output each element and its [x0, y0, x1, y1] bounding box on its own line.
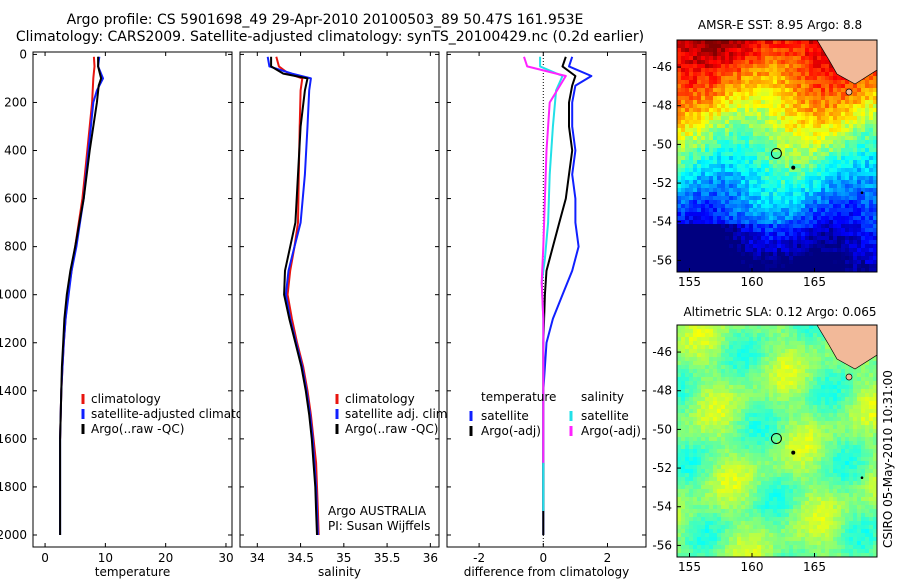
sla-map: 155 160 165 -46 -48 -50 -52 -54 -56: [652, 324, 878, 574]
y-tick-label: 800: [4, 240, 27, 254]
map-y-tick-label: -52: [652, 461, 672, 475]
map-x-tick-label: 155: [678, 560, 701, 574]
map-y-tick-label: -54: [652, 500, 672, 514]
land-island: [845, 373, 853, 381]
x-tick-label: 34.5: [287, 551, 314, 565]
map-y-tick-label: -46: [652, 60, 672, 74]
x-tick-label: 34: [250, 551, 265, 565]
sst-map: 155 160 165 -46 -48 -50 -52 -54 -56: [652, 39, 878, 289]
series-line-climatology: [275, 56, 320, 536]
sst-map-title: AMSR-E SST: 8.95 Argo: 8.8: [697, 18, 863, 32]
map-x-tick-label: 165: [803, 275, 826, 289]
legend-heading: salinity: [581, 390, 624, 404]
legend-label: Argo(-adj): [581, 424, 641, 438]
map-y-tick-label: -48: [652, 384, 672, 398]
map-frame: [676, 39, 878, 273]
legend-label: Argo(-adj): [481, 424, 541, 438]
series-line-argo-adj-: [523, 56, 567, 463]
x-tick-label: 10: [98, 551, 113, 565]
x-tick-label: 36: [423, 551, 438, 565]
map-x-tick-label: 160: [741, 560, 764, 574]
y-tick-label: 400: [4, 144, 27, 158]
land-islet: [860, 191, 864, 195]
legend-label: Argo(..raw -QC): [91, 422, 184, 436]
map-field: [677, 325, 878, 558]
y-tick-label: 1000: [0, 288, 27, 302]
x-axis-label: salinity: [318, 565, 361, 579]
argo-pi-label: PI: Susan Wijffels: [328, 519, 430, 533]
legend-label: satellite-adjusted climatology: [91, 407, 269, 421]
profile-panel-1: 0 10 20 30 0 200 400 600 800 1000 1200 1400 1600 1800…: [0, 47, 269, 579]
y-tick-label: 0: [19, 47, 27, 61]
x-tick-label: 2: [604, 551, 612, 565]
argo-position-marker: [770, 432, 782, 444]
profile-title: Argo profile: CS 5901698_49 29-Apr-2010 …: [66, 12, 584, 28]
legend-label: climatology: [345, 392, 415, 406]
x-axis-label: temperature: [95, 565, 170, 579]
y-tick-label: 1800: [0, 480, 27, 494]
series-line-argo-raw-qc-: [59, 56, 103, 535]
map-x-tick-label: 165: [803, 560, 826, 574]
land-islet: [860, 476, 864, 480]
legend-label: Argo(..raw -QC): [345, 422, 438, 436]
legend-label: satellite: [481, 409, 529, 423]
y-tick-label: 600: [4, 192, 27, 206]
y-tick-label: 1400: [0, 384, 27, 398]
plot-frame: [239, 51, 440, 548]
y-tick-label: 1600: [0, 432, 27, 446]
x-tick-label: 35: [336, 551, 351, 565]
map-frame: [676, 324, 878, 558]
y-tick-label: 2000: [0, 528, 27, 542]
y-tick-label: 200: [4, 95, 27, 109]
x-tick-label: -2: [473, 551, 485, 565]
map-y-tick-label: -50: [652, 137, 672, 151]
profile-panel-2: 34 34.5 35 35.5 36 salinity climatologysatelli…: [239, 51, 451, 579]
x-tick-label: 30: [218, 551, 233, 565]
legend-label: satellite: [581, 409, 629, 423]
climatology-subtitle: Climatology: CARS2009. Satellite-adjuste…: [15, 29, 645, 45]
land-islet: [791, 165, 796, 170]
x-tick-label: 0: [539, 551, 547, 565]
map-x-tick-label: 160: [741, 275, 764, 289]
map-y-tick-label: -54: [652, 215, 672, 229]
x-tick-label: 35.5: [374, 551, 401, 565]
legend-label: climatology: [91, 392, 161, 406]
x-axis-label: difference from climatology: [464, 565, 630, 579]
land-islet: [791, 450, 796, 455]
map-y-tick-label: -48: [652, 99, 672, 113]
map-y-tick-label: -50: [652, 422, 672, 436]
sla-map-title: Altimetric SLA: 0.12 Argo: 0.065: [683, 305, 877, 319]
legend-label: satellite adj. clim.: [345, 407, 451, 421]
legend-heading: temperature: [481, 390, 556, 404]
map-y-tick-label: -56: [652, 538, 672, 552]
map-y-tick-label: -56: [652, 253, 672, 267]
series-line-argo-raw-qc-: [270, 56, 318, 536]
plot-frame: [32, 51, 233, 548]
map-y-tick-label: -46: [652, 345, 672, 359]
land-island: [845, 88, 853, 96]
plot-frame: [446, 51, 647, 548]
x-tick-label: 0: [41, 551, 49, 565]
map-y-tick-label: -52: [652, 176, 672, 190]
x-tick-label: 20: [158, 551, 173, 565]
map-x-tick-label: 155: [678, 275, 701, 289]
argo-program-label: Argo AUSTRALIA: [328, 504, 427, 518]
argo-position-marker: [770, 147, 782, 159]
y-tick-label: 1200: [0, 336, 27, 350]
